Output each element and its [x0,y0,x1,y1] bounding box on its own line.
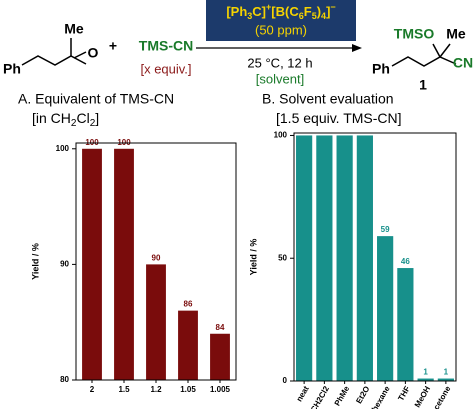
value-label: 1 [444,368,449,377]
subtitle-sub: 2 [90,118,96,129]
bar [114,148,134,380]
y-tick-label: 0 [283,376,288,385]
y-tick-label: 80 [60,375,69,384]
subtitle-sub: 2 [71,118,77,129]
plot-frame [293,132,457,382]
catalyst-part: ] [326,4,330,19]
chart-subtitle: [1.5 equiv. TMS-CN] [276,110,402,126]
catalyst-box [206,0,356,41]
subtitle-part: ] [95,110,99,126]
bar [377,236,394,381]
value-label: 90 [152,253,161,262]
y-axis-label: Yield / % [30,243,40,280]
x-tick-label: 1.005 [210,385,231,394]
catalyst-part: C] [252,4,266,19]
value-label: 59 [381,225,390,234]
reactant-o: O [88,45,99,61]
catalyst-sub: 6 [299,11,304,21]
value-label: 1 [423,368,428,377]
value-label: 84 [216,323,225,332]
reactant-ph: Ph [3,61,21,77]
reagent: TMS-CN [139,38,193,54]
product-structure [391,43,457,67]
catalyst-sub: 4 [321,11,326,21]
product-ph: Ph [372,61,390,77]
y-tick-label: 90 [60,259,69,268]
bar [82,148,102,380]
bar [417,378,434,381]
x-tick-label: THF [396,384,412,402]
bar [316,135,333,381]
subtitle-part: Cl [76,110,89,126]
chart-subtitle: [in CH2Cl2] [32,110,99,129]
x-tick-label: PhMe [333,384,352,407]
chart-title: B. Solvent evaluation [262,91,394,107]
catalyst-sub: 3 [247,11,252,21]
bar [146,264,166,380]
product-tmso: TMSO [394,26,435,42]
value-label: 100 [117,138,131,147]
plus: + [109,38,117,54]
plot-frame [75,142,237,381]
bar [437,378,454,381]
reagent-amount: [x equiv.] [140,61,191,76]
y-tick-label: 100 [56,144,70,153]
y-tick-label: 100 [274,131,288,140]
catalyst-part: ) [317,4,321,19]
x-tick-label: n-hexane [366,384,392,409]
x-tick-label: 1.05 [180,385,196,394]
y-axis-label: Yield / % [248,239,258,276]
value-label: 100 [85,138,99,147]
bar [210,333,230,380]
bar [356,135,373,381]
x-tick-label: MeOH [413,384,432,409]
subtitle-part: [1.5 equiv. TMS-CN] [276,110,402,126]
value-label: 86 [184,300,193,309]
x-tick-label: CH2Cl2 [309,384,331,409]
reactant-structure [21,38,87,66]
product-number: 1 [419,77,427,93]
y-tick-label: 50 [278,253,287,262]
bar [178,310,198,380]
reactant-me: Me [64,21,84,37]
subtitle-part: [in CH [32,110,71,126]
chart-title: A. Equivalent of TMS-CN [18,91,174,107]
catalyst: [Ph3C]+[B(C6F5)4]− [226,2,335,21]
x-tick-label: neat [295,384,311,403]
bar [336,135,353,381]
catalyst-part: [Ph [226,4,247,19]
x-tick-label: Et2O [354,385,371,406]
x-tick-label: 1.2 [150,385,162,394]
catalyst-part: F [304,4,312,19]
product-me: Me [446,26,466,42]
product-cn: CN [453,55,473,71]
bar [296,135,313,381]
arrow-head [352,44,362,52]
value-label: 46 [401,257,410,266]
catalyst-sup: − [330,2,335,12]
catalyst-sup: + [266,2,271,12]
x-tick-label: 1.5 [118,385,130,394]
x-tick-label: acetone [430,384,453,409]
catalyst-loading: (50 ppm) [255,22,307,37]
bar [397,268,414,381]
catalyst-sub: 5 [312,11,317,21]
x-tick-label: 2 [90,385,95,394]
catalyst-part: [B(C [271,4,299,19]
conditions: 25 °C, 12 h [247,55,312,70]
solvent: [solvent] [256,71,304,86]
